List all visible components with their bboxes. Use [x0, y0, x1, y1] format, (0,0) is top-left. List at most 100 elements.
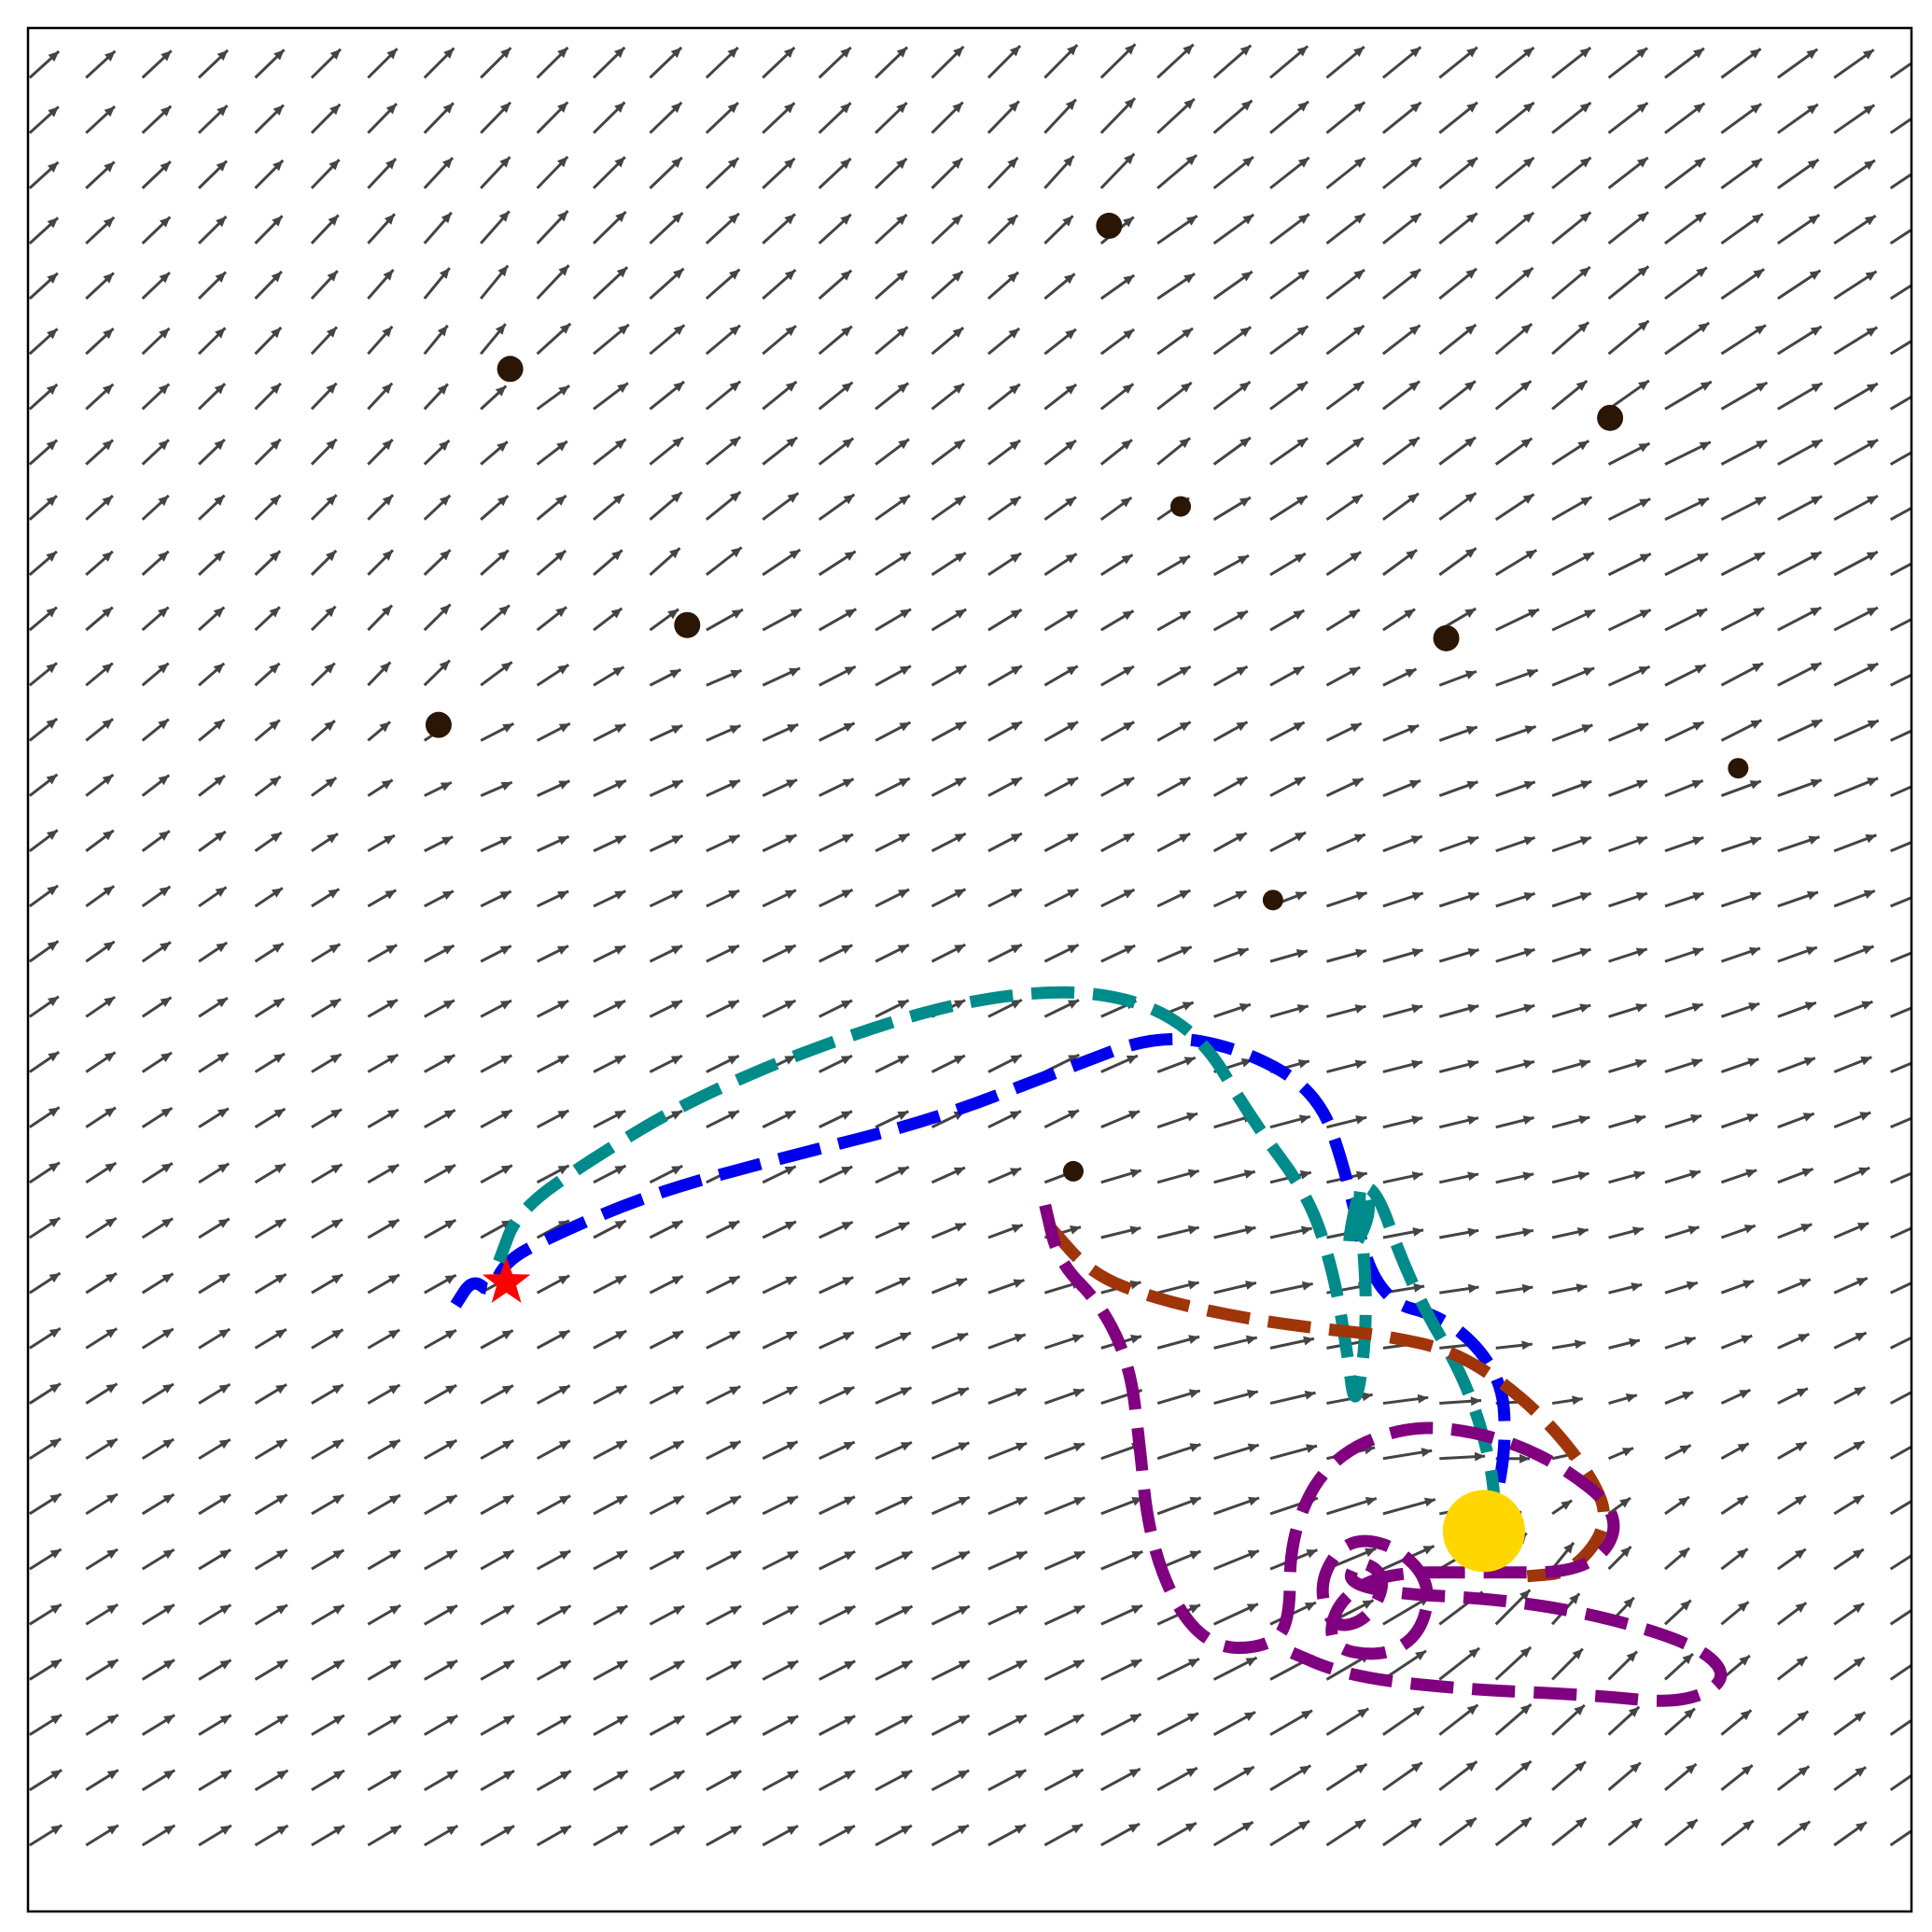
field-arrow — [1608, 1058, 1647, 1073]
field-arrow — [1438, 491, 1477, 521]
field-arrow — [649, 1715, 686, 1736]
field-arrow — [931, 326, 965, 356]
field-arrow — [1269, 1281, 1313, 1295]
field-arrow — [931, 888, 967, 908]
field-arrow — [1213, 1169, 1256, 1184]
field-arrow — [762, 1549, 799, 1571]
field-arrow — [1156, 1280, 1199, 1295]
field-arrow — [649, 1659, 685, 1681]
field-arrow — [931, 495, 967, 521]
field-arrow — [1099, 553, 1134, 577]
field-arrow — [254, 1548, 288, 1571]
trajectory-line — [493, 986, 1501, 1546]
field-arrow — [198, 1769, 232, 1792]
field-arrow — [424, 1548, 458, 1571]
field-arrow — [311, 1493, 344, 1516]
field-arrow — [1720, 496, 1767, 522]
field-arrow — [85, 216, 116, 245]
field-arrow — [1099, 328, 1135, 356]
field-arrow — [1777, 945, 1818, 963]
field-arrow — [311, 833, 339, 853]
field-arrow — [875, 494, 911, 521]
field-arrow — [875, 1054, 910, 1073]
field-arrow — [762, 1715, 799, 1736]
field-arrow — [1720, 212, 1764, 245]
field-arrow — [1099, 152, 1136, 189]
field-arrow — [254, 1603, 288, 1626]
field-arrow — [819, 1054, 853, 1073]
field-arrow — [1326, 948, 1367, 963]
field-arrow — [706, 608, 744, 632]
field-arrow — [875, 326, 909, 356]
field-arrow — [649, 1825, 686, 1847]
field-arrow — [762, 1165, 797, 1184]
field-arrow — [931, 214, 963, 245]
field-arrow — [141, 1603, 175, 1626]
field-arrow — [1269, 1336, 1315, 1350]
field-arrow — [1720, 1224, 1757, 1239]
field-arrow — [818, 381, 854, 411]
field-arrow — [1890, 840, 1911, 853]
field-arrow — [1776, 1602, 1808, 1626]
field-arrow — [1043, 721, 1079, 742]
field-arrow — [1551, 666, 1595, 687]
field-arrow — [480, 722, 515, 742]
field-arrow — [762, 46, 796, 79]
field-arrow — [1833, 662, 1879, 687]
field-arrow — [1608, 947, 1648, 963]
field-arrow — [1213, 1002, 1252, 1018]
field-arrow — [198, 718, 226, 742]
field-arrow — [198, 1272, 231, 1295]
field-arrow — [1720, 891, 1762, 908]
field-arrow — [649, 889, 683, 908]
field-arrow — [311, 1108, 343, 1128]
field-arrow — [311, 1218, 343, 1239]
field-arrow — [480, 945, 512, 963]
field-arrow — [1664, 211, 1707, 245]
field-arrow — [987, 45, 1022, 79]
field-arrow — [987, 1604, 1029, 1626]
field-arrow — [480, 549, 510, 576]
field-arrow — [1326, 1496, 1378, 1516]
field-arrow — [1607, 1817, 1643, 1847]
field-arrow — [706, 1659, 742, 1681]
field-arrow — [423, 47, 455, 79]
field-arrow — [1494, 380, 1533, 411]
field-arrow — [1212, 496, 1252, 521]
field-arrow — [1607, 721, 1649, 742]
field-arrow — [311, 998, 342, 1018]
field-arrow — [649, 778, 684, 797]
field-arrow — [593, 382, 629, 411]
field-arrow — [1551, 1499, 1573, 1516]
field-arrow — [1551, 379, 1589, 411]
field-arrow — [818, 437, 855, 466]
field-arrow — [593, 1659, 629, 1681]
field-arrow — [987, 1823, 1027, 1847]
field-arrow — [1607, 441, 1651, 466]
field-arrow — [593, 889, 626, 908]
field-arrow — [311, 1053, 343, 1073]
field-arrow — [141, 941, 172, 963]
field-arrow — [536, 1274, 570, 1295]
field-arrow — [1777, 606, 1822, 632]
field-arrow — [706, 1275, 741, 1295]
field-arrow — [198, 886, 228, 908]
field-arrow — [931, 1222, 967, 1239]
field-arrow — [1833, 214, 1877, 245]
field-arrow — [1439, 1451, 1486, 1462]
field-arrow — [254, 1052, 286, 1073]
field-arrow — [1269, 45, 1309, 79]
field-arrow — [593, 999, 626, 1018]
field-arrow — [85, 885, 116, 908]
field-arrow — [1664, 721, 1705, 742]
field-arrow — [593, 722, 626, 742]
field-arrow — [85, 1272, 118, 1295]
field-arrow — [198, 830, 227, 852]
field-arrow — [649, 491, 683, 521]
field-arrow — [1889, 395, 1911, 411]
field-arrow — [367, 1328, 400, 1350]
field-arrow — [931, 551, 967, 577]
field-arrow — [1663, 1652, 1694, 1681]
field-arrow — [254, 215, 284, 245]
field-arrow — [1213, 1335, 1258, 1350]
